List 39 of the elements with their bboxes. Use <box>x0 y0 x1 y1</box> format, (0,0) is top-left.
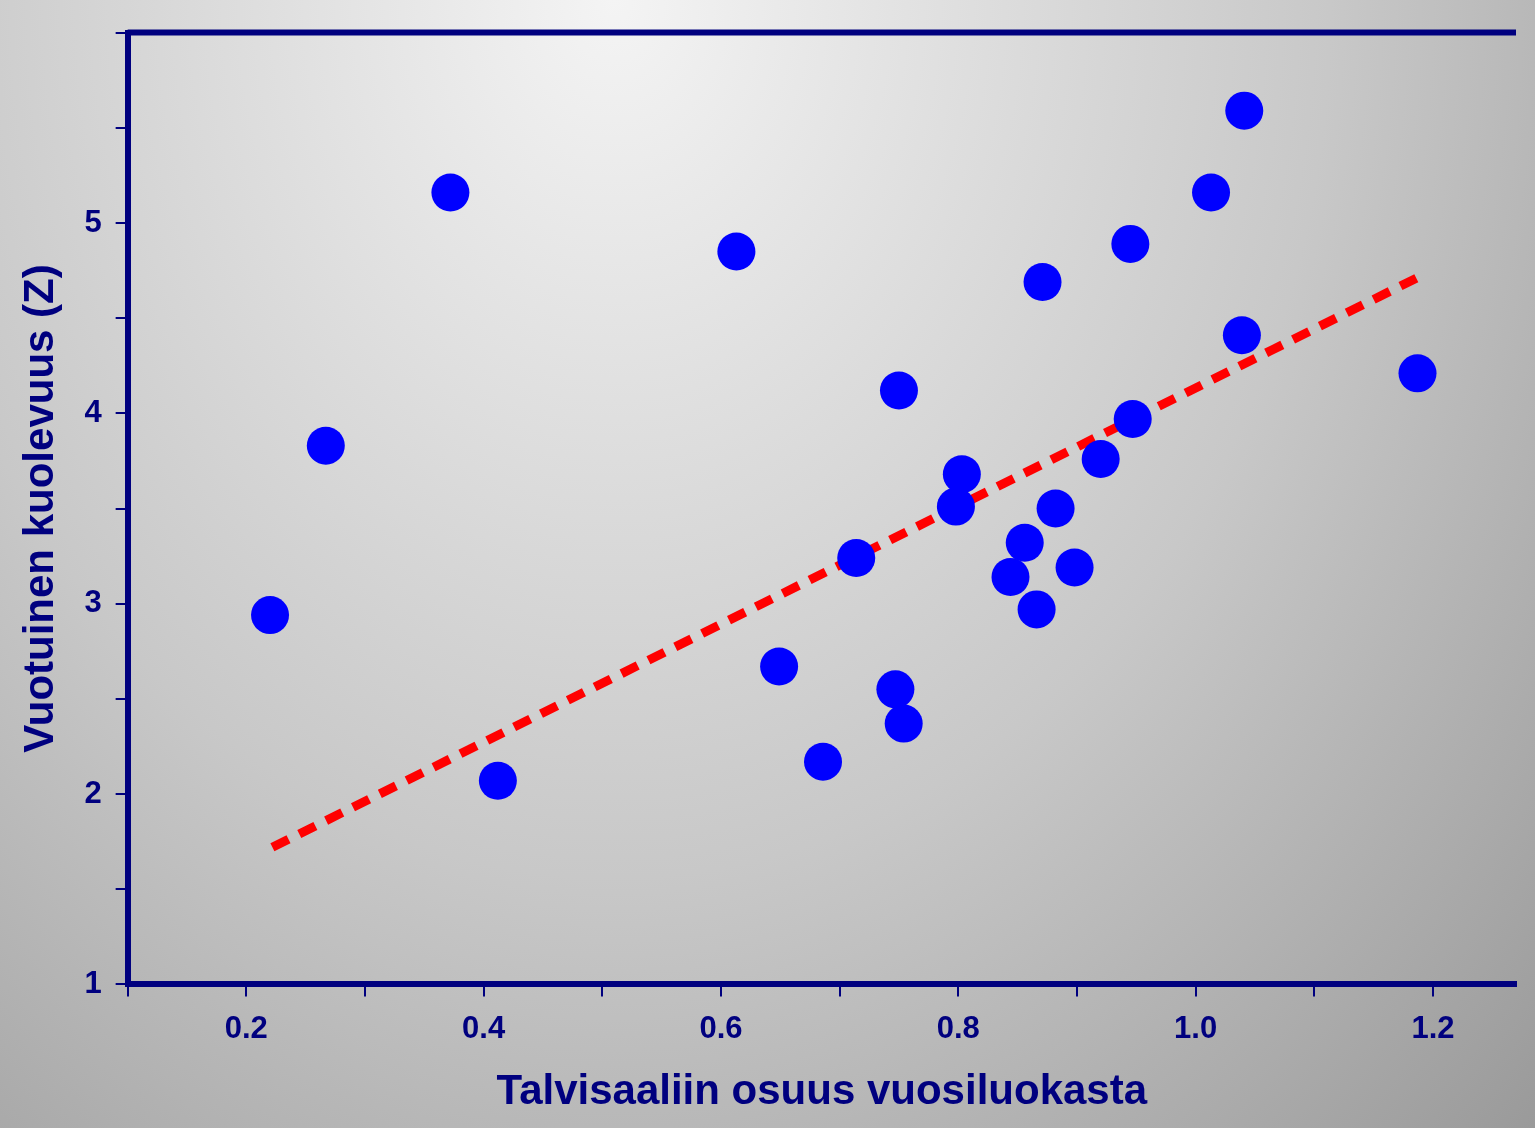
x-tick-label: 0.4 <box>462 1009 506 1045</box>
point <box>306 426 345 465</box>
point <box>804 742 843 781</box>
point <box>717 232 756 271</box>
point <box>837 538 876 577</box>
point <box>760 647 799 686</box>
x-tick-label: 0.6 <box>699 1009 743 1045</box>
point <box>884 704 923 743</box>
y-tick-label: 1 <box>84 964 102 1000</box>
point <box>1113 400 1152 439</box>
point <box>1055 548 1094 587</box>
x-tick-label: 0.8 <box>936 1009 980 1045</box>
point <box>1111 224 1150 263</box>
x-tick-label: 1.0 <box>1174 1009 1218 1045</box>
point <box>991 558 1030 597</box>
x-tick-label: 0.2 <box>224 1009 268 1045</box>
point <box>1081 440 1120 479</box>
y-tick-label: 4 <box>84 393 103 429</box>
point <box>478 761 517 800</box>
point <box>1023 262 1062 301</box>
y-tick-label: 3 <box>84 584 102 620</box>
point <box>879 371 918 410</box>
point <box>251 596 290 635</box>
y-tick-label: 2 <box>84 774 102 810</box>
y-tick-label: 5 <box>84 203 102 239</box>
point <box>1398 354 1437 393</box>
point <box>1225 91 1264 130</box>
point <box>1005 523 1044 562</box>
point <box>431 173 470 212</box>
point <box>936 487 975 526</box>
y-axis-title: Vuotuinen kuolevuus (Z) <box>14 264 62 753</box>
x-axis-title: Talvisaaliin osuus vuosiluokasta <box>496 1066 1148 1114</box>
point <box>876 670 915 709</box>
x-tick-label: 1.2 <box>1411 1009 1455 1045</box>
point <box>942 455 981 494</box>
point <box>1222 316 1261 355</box>
point <box>1036 489 1075 528</box>
point <box>1192 173 1231 212</box>
point <box>1017 590 1056 629</box>
